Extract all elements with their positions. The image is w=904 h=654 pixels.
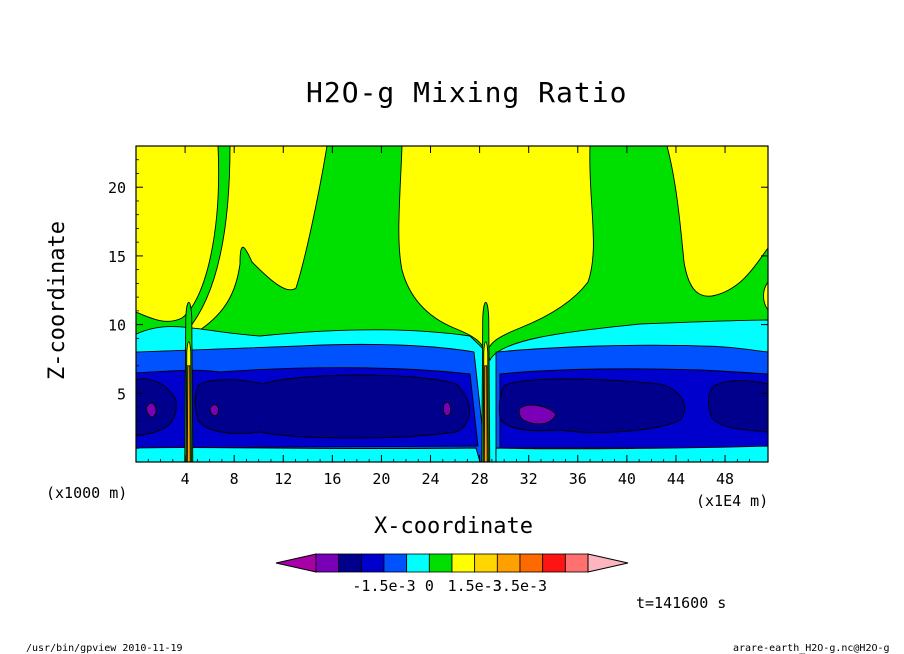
footer-right: arare-earth_H2O-g.nc@H2O-g bbox=[733, 643, 890, 654]
colorbar-cell-7 bbox=[451, 553, 476, 573]
y-tick-label-5: 5 bbox=[117, 385, 126, 403]
field-dark-1 bbox=[136, 378, 177, 437]
blob-purple-3 bbox=[443, 402, 451, 416]
blob-purple-1 bbox=[145, 402, 157, 418]
colorbar-cell-8 bbox=[474, 553, 498, 573]
field-cyan-bottom-right bbox=[495, 445, 768, 462]
colorbar-cell-2 bbox=[338, 553, 362, 573]
x-axis-title: X-coordinate bbox=[374, 514, 533, 539]
x-tick-label-8: 8 bbox=[230, 470, 239, 488]
x-tick-label-32: 32 bbox=[520, 470, 538, 488]
y-tick-label-15: 15 bbox=[108, 248, 126, 266]
x-tick-label-24: 24 bbox=[421, 470, 439, 488]
x-tick-label-20: 20 bbox=[372, 470, 390, 488]
x-tick-label-48: 48 bbox=[716, 470, 734, 488]
field-cyan-bottom-left bbox=[136, 446, 481, 462]
footer-left: /usr/bin/gpview 2010-11-19 bbox=[26, 643, 183, 654]
chart-title: H2O-g Mixing Ratio bbox=[306, 76, 628, 109]
colorbar-cell-3 bbox=[360, 553, 385, 573]
field-yellow-right bbox=[666, 146, 768, 297]
colorbar-arrow-left bbox=[275, 553, 317, 573]
x-tick-label-36: 36 bbox=[569, 470, 587, 488]
plot-frame bbox=[135, 145, 769, 463]
x-tick-label-12: 12 bbox=[274, 470, 292, 488]
plume-orange-2 bbox=[483, 365, 488, 462]
colorbar-label-0: -1.5e-3 bbox=[352, 577, 415, 595]
x-tick-label-44: 44 bbox=[667, 470, 685, 488]
x-tick-label-28: 28 bbox=[471, 470, 489, 488]
colorbar-cell-5 bbox=[406, 553, 430, 573]
blob-purple-4 bbox=[518, 404, 557, 425]
colorbar-label-3: 3.5e-3 bbox=[493, 577, 547, 595]
field-yellow-left-lobe bbox=[184, 146, 328, 333]
y-tick-label-20: 20 bbox=[108, 179, 126, 197]
field-dark-4 bbox=[707, 380, 768, 433]
x-tick-label-16: 16 bbox=[323, 470, 341, 488]
colorbar-cell-10 bbox=[519, 553, 544, 573]
time-label: t=141600 s bbox=[636, 594, 727, 612]
x-unit-left: (x1000 m) bbox=[46, 484, 128, 502]
colorbar-cell-1 bbox=[315, 553, 340, 573]
x-unit-right: (x1E4 m) bbox=[696, 492, 769, 510]
x-tick-label-40: 40 bbox=[618, 470, 636, 488]
colorbar-cell-6 bbox=[428, 553, 453, 573]
colorbar-cell-4 bbox=[383, 553, 408, 573]
y-axis-title: Z-coordinate bbox=[44, 221, 70, 380]
colorbar-arrow-right bbox=[587, 553, 629, 573]
colorbar-cell-11 bbox=[542, 553, 566, 573]
colorbar-label-2: 1.5e-3 bbox=[448, 577, 502, 595]
contour-fields bbox=[136, 146, 768, 462]
plume-orange-1 bbox=[186, 365, 191, 462]
field-yellow-left bbox=[136, 146, 220, 322]
blob-purple-2 bbox=[209, 404, 219, 417]
colorbar-label-1: 0 bbox=[425, 577, 434, 595]
colorbar-cell-12 bbox=[564, 553, 589, 573]
colorbar-cell-9 bbox=[496, 553, 521, 573]
y-tick-label-10: 10 bbox=[108, 317, 126, 335]
x-tick-label-4: 4 bbox=[181, 470, 190, 488]
field-dark-2 bbox=[194, 374, 470, 439]
